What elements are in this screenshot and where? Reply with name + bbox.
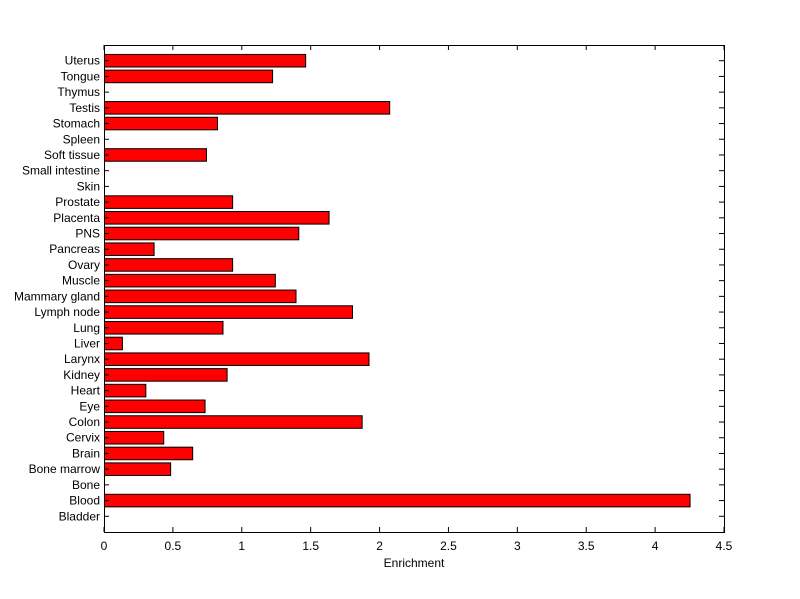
x-tick-label: 4.5 — [716, 539, 733, 553]
y-tick-label: Soft tissue — [44, 148, 100, 162]
y-tick-label: Brain — [72, 446, 100, 460]
x-axis-label: Enrichment — [384, 556, 445, 570]
bar — [104, 446, 194, 461]
x-tick-label: 2.5 — [440, 539, 457, 553]
y-tick-label: Heart — [71, 384, 101, 398]
bar — [104, 289, 297, 304]
y-tick-label: Tongue — [61, 69, 101, 83]
bar — [104, 430, 165, 445]
y-tick-label: Testis — [69, 101, 100, 115]
y-tick-label: Prostate — [55, 195, 100, 209]
x-tick-label: 3.5 — [578, 539, 595, 553]
x-tick-label: 1 — [238, 539, 245, 553]
bar — [104, 258, 234, 272]
y-tick-label: Placenta — [53, 211, 100, 225]
bar — [104, 415, 363, 429]
x-tick-label: 0 — [101, 539, 108, 553]
ticks-layer — [103, 45, 725, 532]
y-tick-label: Cervix — [66, 431, 100, 445]
y-tick-label: Colon — [69, 415, 100, 429]
y-tick-label: Mammary gland — [14, 289, 100, 303]
y-tick-label: Bone — [72, 478, 100, 492]
bar — [104, 211, 330, 225]
y-tick-label: Lymph node — [34, 305, 100, 319]
bar — [104, 320, 224, 335]
bars-layer — [104, 53, 691, 508]
x-tick-label: 1.5 — [302, 539, 319, 553]
bar — [104, 226, 300, 241]
bar — [104, 148, 207, 162]
bar — [104, 399, 206, 414]
x-tick-label: 2 — [376, 539, 383, 553]
y-tick-label: Spleen — [63, 132, 100, 146]
bar — [104, 195, 234, 209]
x-tick-label: 0.5 — [165, 539, 182, 553]
plot-frame — [104, 45, 725, 533]
bar — [104, 368, 228, 382]
y-tick-label: Liver — [74, 336, 100, 350]
y-tick-label: Kidney — [63, 368, 100, 382]
y-tick-label: Ovary — [68, 258, 100, 272]
bar — [104, 53, 307, 68]
bar — [104, 242, 155, 257]
y-tick-label: Eye — [79, 399, 100, 413]
x-tick-label: 3 — [514, 539, 521, 553]
y-tick-label: Larynx — [64, 352, 100, 366]
bar — [104, 493, 691, 508]
y-tick-label: Blood — [69, 494, 100, 508]
bar — [104, 101, 391, 115]
bar — [104, 383, 147, 398]
y-tick-label: Bone marrow — [29, 462, 101, 476]
y-tick-label: Small intestine — [22, 164, 100, 178]
y-tick-label: Thymus — [57, 85, 100, 99]
bar — [104, 462, 172, 476]
bar — [104, 273, 276, 288]
y-tick-label: Stomach — [53, 117, 100, 131]
y-tick-label: Uterus — [65, 54, 100, 68]
x-tick-labels: 0 0.5 1 1.5 2 2.5 3 3.5 4 4.5 — [101, 539, 733, 553]
y-tick-label: Muscle — [62, 274, 100, 288]
bar — [104, 305, 353, 319]
bar — [104, 352, 370, 366]
x-tick-label: 4 — [652, 539, 659, 553]
y-tick-label: Lung — [73, 321, 100, 335]
y-tick-label: Skin — [77, 179, 100, 193]
bar — [104, 69, 274, 84]
y-tick-label: Bladder — [59, 509, 100, 523]
y-tick-label: PNS — [75, 227, 100, 241]
bar — [104, 116, 218, 131]
y-tick-label: Pancreas — [49, 242, 100, 256]
